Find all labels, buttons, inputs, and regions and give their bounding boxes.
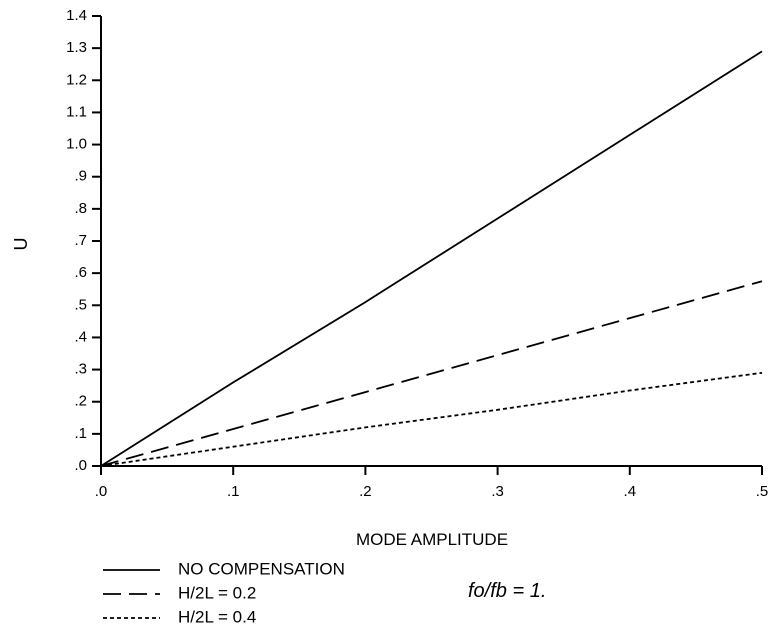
legend-label: H/2L = 0.4 xyxy=(178,607,256,626)
series-line xyxy=(100,50,763,467)
y-tick-label: 1.1 xyxy=(66,103,87,120)
series-line xyxy=(100,280,763,467)
y-tick-label: .6 xyxy=(74,264,87,281)
y-tick-label: 1.4 xyxy=(66,7,87,24)
ratio-annotation: fo/fb = 1. xyxy=(468,580,546,602)
legend-label: H/2L = 0.2 xyxy=(178,583,256,602)
y-tick-label: .4 xyxy=(74,328,87,345)
x-tick-label: .2 xyxy=(359,483,372,500)
y-tick-label: .2 xyxy=(74,393,87,410)
series-line xyxy=(100,371,763,467)
y-tick-label: 1.0 xyxy=(66,136,87,153)
y-tick-label: .0 xyxy=(74,457,87,474)
x-tick-label: .0 xyxy=(95,483,108,500)
plot-series xyxy=(100,50,763,467)
legend-label: NO COMPENSATION xyxy=(178,559,345,578)
y-tick-label: 1.2 xyxy=(66,71,87,88)
x-tick-label: .4 xyxy=(624,483,637,500)
y-tick-label: .3 xyxy=(74,361,87,378)
x-axis-label: MODE AMPLITUDE xyxy=(356,530,508,549)
x-tick-label: .5 xyxy=(756,483,768,500)
y-tick-label: .7 xyxy=(74,232,87,249)
y-tick-label: .1 xyxy=(74,425,87,442)
y-tick-label: .5 xyxy=(74,296,87,313)
x-tick-label: .1 xyxy=(227,483,240,500)
y-tick-label: .9 xyxy=(74,168,87,185)
legend: NO COMPENSATION H/2L = 0.2 H/2L = 0.4 xyxy=(103,559,345,626)
plot-axes: .0 .1 .2 .3 .4 .5 .6 .7 .8 .9 1.0 1.1 1.2 1.3 1.4 .0 .1.… xyxy=(66,7,768,500)
y-tick-label: .8 xyxy=(74,200,87,217)
x-tick-label: .3 xyxy=(491,483,504,500)
y-tick-label: 1.3 xyxy=(66,39,87,56)
y-axis-label: U xyxy=(11,238,31,251)
